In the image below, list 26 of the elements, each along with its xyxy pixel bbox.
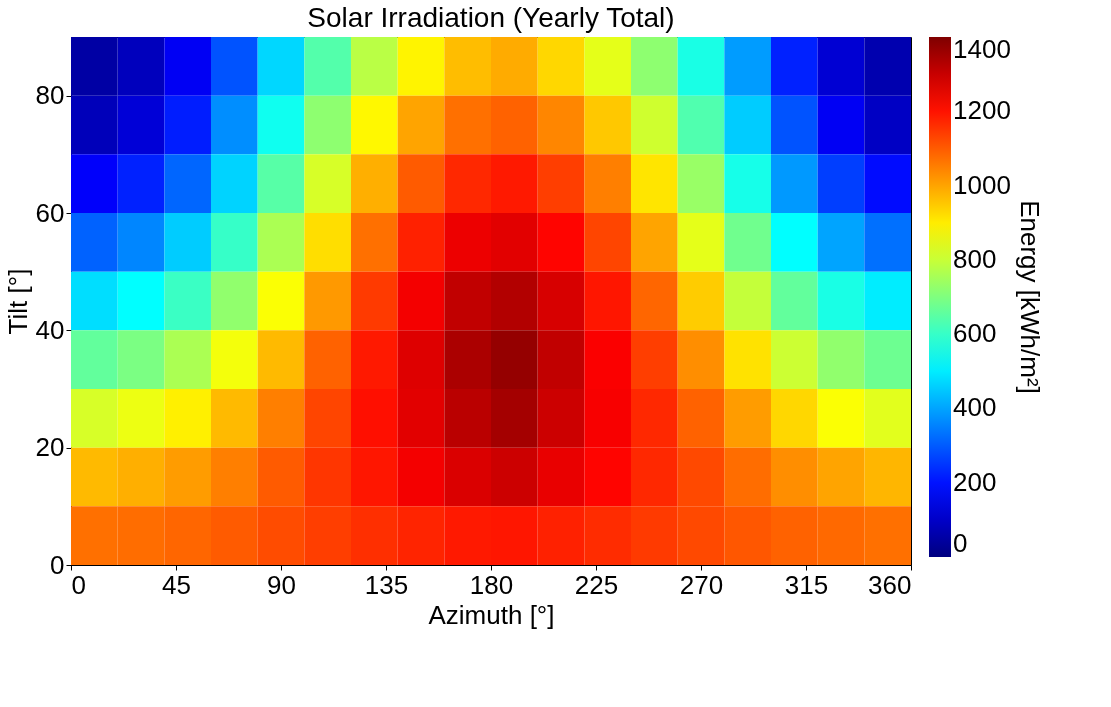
x-tick-label: 135	[364, 569, 409, 600]
color-bar-label: 800	[953, 243, 997, 274]
color-bar-label: 600	[953, 318, 997, 349]
y-tick-label: 40	[35, 314, 65, 345]
color-bar-label: 1000	[953, 169, 1011, 200]
x-tick-label: 270	[679, 569, 724, 600]
y-tick-label: 20	[35, 432, 65, 463]
color-bar-label: 0	[953, 528, 968, 558]
x-tick-label: 90	[267, 569, 296, 600]
x-tick-label: 225	[574, 569, 619, 600]
color-bar-label: 1400	[953, 34, 1011, 64]
color-bar-title: Energy [kWh/m²]	[1015, 200, 1045, 394]
color-bar-label: 200	[953, 466, 997, 497]
x-tick-label: 180	[469, 569, 514, 600]
y-tick-label: 60	[35, 197, 65, 228]
x-tick-label: 360	[868, 569, 912, 600]
color-bar-label: 400	[953, 392, 997, 423]
chart-title: Solar Irradiation (Yearly Total)	[307, 2, 675, 33]
x-tick-label: 45	[162, 569, 191, 600]
x-tick-label: 0	[71, 569, 86, 600]
y-tick-label: 80	[35, 80, 65, 111]
x-axis-title: Azimuth [°]	[428, 599, 555, 630]
y-axis-title: Tilt [°]	[2, 268, 33, 335]
y-tick-label: 0	[50, 549, 65, 580]
color-bar-label: 1200	[953, 95, 1011, 126]
x-tick-label: 315	[784, 569, 829, 600]
